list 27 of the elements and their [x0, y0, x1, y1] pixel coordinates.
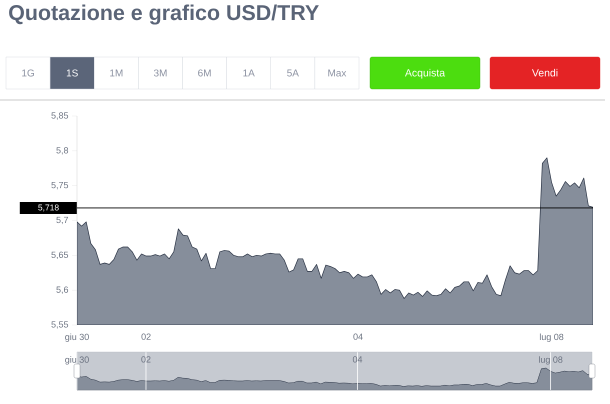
y-tick-label: 5,6 — [56, 286, 68, 294]
x-tick-label: giu 30 — [65, 356, 89, 365]
y-tick-label: 5,7 — [56, 216, 68, 224]
y-tick-label: 5,75 — [51, 182, 68, 190]
x-tick-label: 02 — [141, 333, 151, 340]
ref-line-label: 5,718 — [38, 204, 59, 212]
y-tick-label: 5,8 — [56, 147, 68, 155]
text: 1G — [22, 69, 34, 77]
x-tick-label: giu 30 — [65, 334, 89, 342]
y-tick-label: 5,85 — [51, 112, 68, 120]
text: 1A — [243, 70, 255, 76]
x-tick-label: lug 08 — [539, 356, 562, 365]
text: Acquista — [404, 68, 446, 79]
text: 6M — [198, 69, 211, 77]
text: Max — [328, 70, 346, 77]
text: Quotazione e grafico USD/TRY — [9, 4, 319, 25]
x-tick-label: lug 08 — [540, 334, 564, 342]
text: Vendi — [532, 68, 558, 77]
text: 5A — [287, 70, 299, 77]
x-tick-label: 04 — [352, 356, 362, 363]
x-tick-label: 02 — [141, 356, 151, 363]
y-tick-label: 5,55 — [51, 321, 68, 329]
text: 3M — [154, 69, 167, 77]
text: 1M — [110, 70, 122, 76]
text: 1S — [66, 69, 78, 77]
y-tick-label: 5,65 — [51, 252, 68, 260]
x-tick-label: 04 — [353, 333, 363, 340]
